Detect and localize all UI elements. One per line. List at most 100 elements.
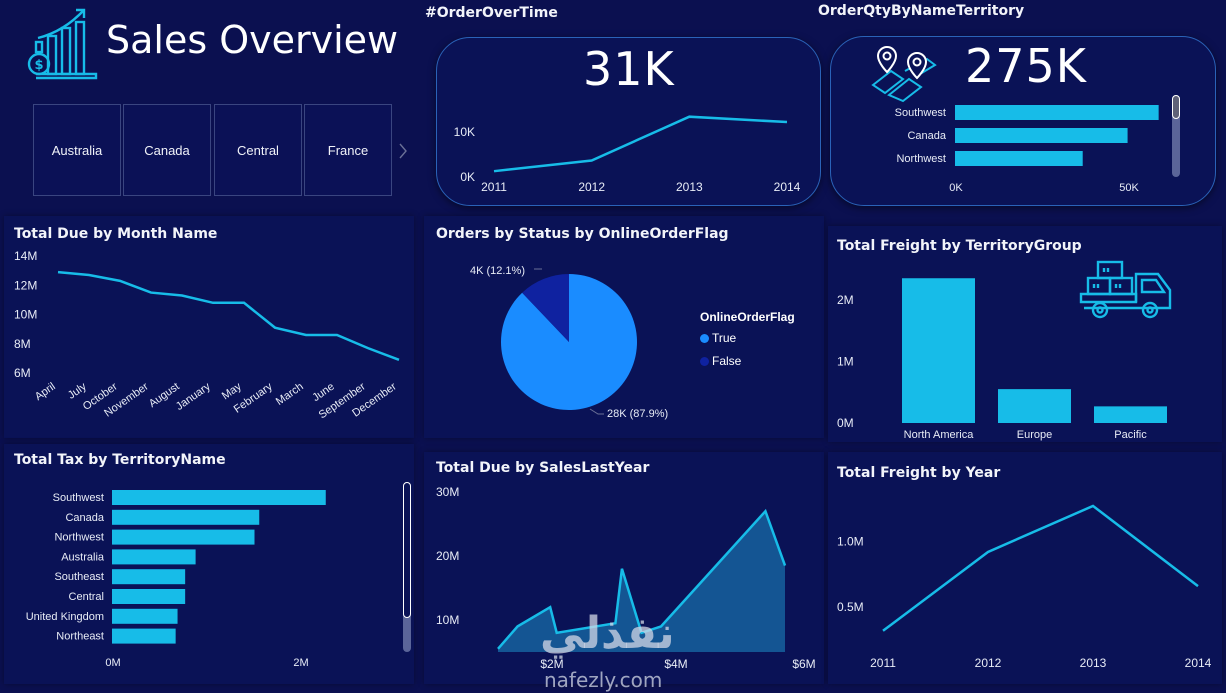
x-tick-label: 2014 <box>774 180 801 194</box>
y-tick-label: 2M <box>837 293 854 307</box>
sales-growth-chart-icon: $ <box>27 8 98 80</box>
y-tick-label: 10K <box>454 125 475 139</box>
freight-by-group-panel: Total Freight by TerritoryGroup 0M 1M 2M No… <box>828 226 1222 442</box>
header-panel: $ Sales Overview Australia Canada Centra… <box>0 0 420 210</box>
kpi-qty-value: 275K <box>965 39 1087 93</box>
slicer-item-label: Central <box>237 142 279 158</box>
y-tick-label: 0M <box>837 416 854 430</box>
orders-over-time-chart: 0K 10K 2011 2012 2013 2014 <box>454 115 801 194</box>
legend-item-true[interactable]: True <box>700 331 795 345</box>
freight-bar <box>1094 406 1167 423</box>
due-by-month-title: Total Due by Month Name <box>14 226 218 242</box>
qty-bar <box>955 128 1128 143</box>
legend-title: OnlineOrderFlag <box>700 310 795 324</box>
slicer-item-label: Canada <box>144 142 190 158</box>
tax-scrollbar-thumb[interactable] <box>403 482 411 618</box>
bar-category-label: Canada <box>907 130 946 142</box>
area-line <box>497 508 787 650</box>
freight-year-line <box>882 504 1199 632</box>
tax-bar <box>112 589 186 604</box>
legend-label: False <box>712 354 742 368</box>
kpi-qty-title: OrderQtyByNameTerritory <box>818 3 1025 19</box>
freight-by-year-chart: 0.5M 1.0M 2011 2012 2013 2014 <box>837 504 1212 670</box>
bar-category-label: Northwest <box>54 532 104 544</box>
y-tick-label: 12M <box>14 278 37 292</box>
tax-by-territory-title: Total Tax by TerritoryName <box>14 452 226 468</box>
due-by-month-panel: Total Due by Month Name 6M 8M 10M 12M 14M Apr… <box>4 216 414 438</box>
y-tick-label: 20M <box>436 549 459 563</box>
bar-category-label: Southeast <box>54 571 104 583</box>
area-fill <box>498 511 785 652</box>
tax-bar <box>112 549 196 565</box>
qty-bar <box>955 151 1083 166</box>
tax-bar <box>112 628 176 644</box>
x-tick-label: 2014 <box>1185 656 1212 670</box>
bar-category-label: Northeast <box>56 631 104 643</box>
x-tick-label: 2011 <box>481 180 507 194</box>
slicer-item-canada[interactable]: Canada <box>123 104 211 196</box>
y-tick-label: 10M <box>436 613 459 627</box>
orders-by-status-chart: 4K (12.1%) 28K (87.9%) <box>470 265 668 420</box>
qty-by-territory-chart: Southwest Canada Northwest 0K 50K <box>895 105 1159 194</box>
legend-dot-false <box>700 357 709 367</box>
bar-category-label: Australia <box>61 551 105 563</box>
tax-bar <box>112 529 255 545</box>
bar-category-label: Southwest <box>53 492 104 504</box>
x-tick-label: Pacific <box>1114 429 1147 441</box>
x-tick-label: April <box>33 381 58 403</box>
legend-item-false[interactable]: False <box>700 354 795 368</box>
pie-data-label: 28K (87.9%) <box>607 408 668 420</box>
bar-category-label: Northwest <box>896 153 946 165</box>
freight-by-group-title: Total Freight by TerritoryGroup <box>837 238 1082 254</box>
x-tick-label: 50K <box>1119 182 1139 194</box>
slicer-item-central[interactable]: Central <box>214 104 302 196</box>
qty-scrollbar[interactable] <box>1172 95 1180 177</box>
x-tick-label: $4M <box>664 657 687 671</box>
y-tick-label: 1.0M <box>837 534 864 548</box>
orders-line <box>493 115 788 173</box>
due-by-sales-last-year-panel: Total Due by SalesLastYear 10M 20M 30M $2M $… <box>424 452 824 684</box>
x-tick-label: Europe <box>1017 429 1052 441</box>
y-tick-label: 6M <box>14 366 31 380</box>
y-tick-label: 8M <box>14 337 31 351</box>
x-tick-label: $6M <box>792 657 815 671</box>
x-tick-label: 2M <box>293 657 308 669</box>
tax-bar <box>112 569 186 585</box>
tax-bar <box>112 509 260 525</box>
tax-bar <box>112 490 326 505</box>
slicer-item-label: France <box>327 142 369 158</box>
y-tick-label: 1M <box>837 354 854 368</box>
x-tick-label: 2013 <box>1080 656 1107 670</box>
kpi-qty-card[interactable]: 275K Southwest Canada Northwest 0K 50K <box>830 36 1216 206</box>
x-tick-label: January <box>174 380 213 413</box>
tax-by-territory-panel: Total Tax by TerritoryName Southwest Cana… <box>4 444 414 684</box>
slicer-item-australia[interactable]: Australia <box>33 104 121 196</box>
x-tick-label: 2012 <box>578 180 605 194</box>
tax-bar <box>112 608 178 624</box>
map-pins-icon <box>871 45 937 103</box>
bar-category-label: Central <box>69 591 104 603</box>
due-by-sales-last-year-title: Total Due by SalesLastYear <box>436 460 650 476</box>
x-tick-label: 2011 <box>870 656 896 670</box>
due-line <box>57 270 400 362</box>
pie-legend: OnlineOrderFlag True False <box>700 310 795 368</box>
x-tick-label: $2M <box>540 657 563 671</box>
x-tick-label: March <box>274 381 306 408</box>
chevron-right-icon[interactable] <box>398 142 408 160</box>
y-tick-label: 14M <box>14 249 37 263</box>
x-tick-label: 2012 <box>975 656 1002 670</box>
slicer-item-france[interactable]: France <box>304 104 392 196</box>
legend-dot-true <box>700 334 709 344</box>
qty-scrollbar-thumb[interactable] <box>1172 95 1180 119</box>
kpi-orders-card[interactable]: 31K 0K 10K 2011 2012 2013 2014 <box>436 37 821 206</box>
y-tick-label: 30M <box>436 485 459 499</box>
bar-category-label: United Kingdom <box>26 611 104 623</box>
x-tick-label: 0M <box>105 657 120 669</box>
freight-by-group-chart: 0M 1M 2M North America Europe Pacific <box>837 278 1167 441</box>
x-tick-label: 2013 <box>676 180 703 194</box>
orders-by-status-title: Orders by Status by OnlineOrderFlag <box>436 226 729 242</box>
pie-leader-line <box>589 408 604 415</box>
freight-by-year-panel: Total Freight by Year 0.5M 1.0M 2011 2012 20… <box>828 452 1222 684</box>
y-tick-label: 0K <box>460 170 475 184</box>
